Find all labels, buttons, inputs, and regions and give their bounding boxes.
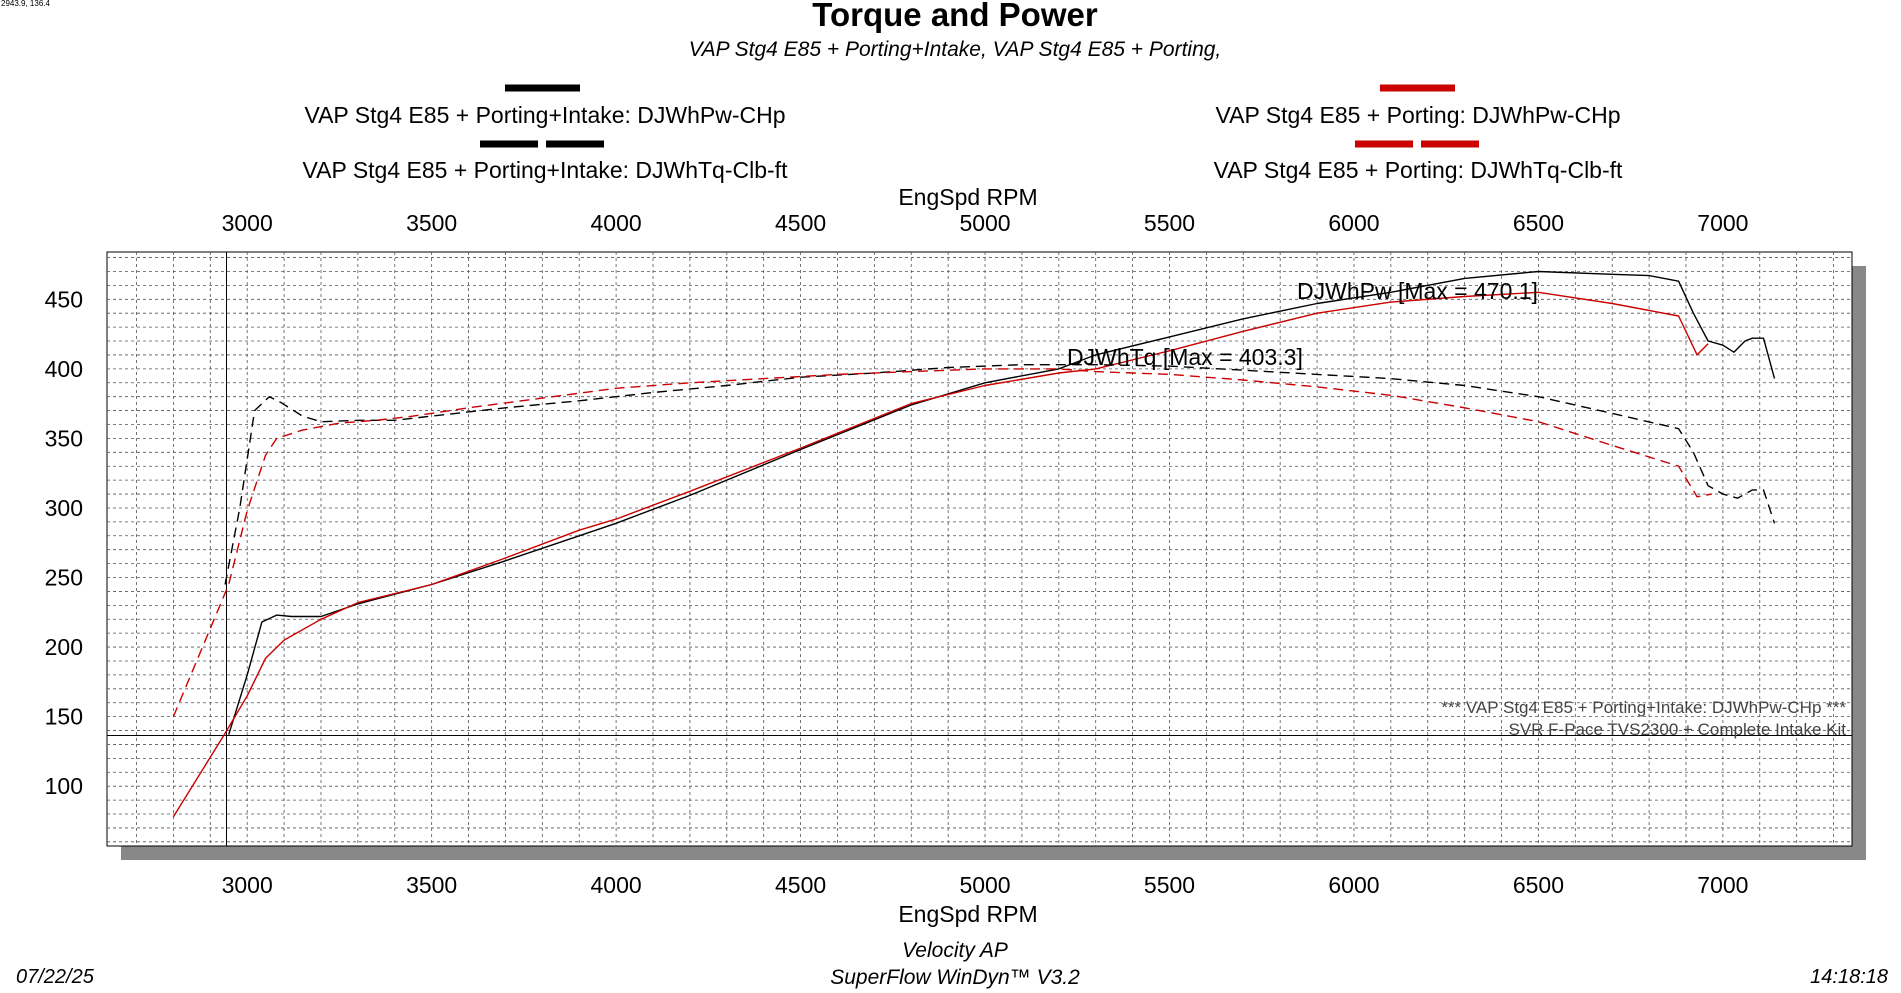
- cursor-readout: 2943.9, 136.4: [1, 0, 50, 8]
- crosshair-cursor: [107, 252, 1852, 846]
- x-tick-label-bottom: 3500: [406, 872, 457, 898]
- x-tick-label-bottom: 5000: [959, 872, 1010, 898]
- y-tick-label: 400: [45, 356, 83, 382]
- x-tick-label-top: 3500: [406, 210, 457, 236]
- legend-label-intake-torque: VAP Stg4 E85 + Porting+Intake: DJWhTq-Cl…: [303, 157, 789, 183]
- x-tick-label-bottom: 6500: [1513, 872, 1564, 898]
- x-tick-label-top: 6500: [1513, 210, 1564, 236]
- x-tick-label-top: 5000: [959, 210, 1010, 236]
- y-tick-label: 250: [45, 565, 83, 591]
- run-note-line2: SVR F-Pace TVS2300 + Complete Intake Kit: [1509, 720, 1847, 739]
- x-tick-label-bottom: 5500: [1144, 872, 1195, 898]
- grid: [107, 252, 1852, 846]
- legend-label-porting-power: VAP Stg4 E85 + Porting: DJWhPw-CHp: [1215, 102, 1620, 128]
- x-tick-label-top: 6000: [1328, 210, 1379, 236]
- chart-subtitle: VAP Stg4 E85 + Porting+Intake, VAP Stg4 …: [689, 38, 1222, 61]
- x-axis-title-top: EngSpd RPM: [898, 184, 1037, 210]
- x-tick-labels-bottom: 3000 3500 4000 4500 5000 5500 6000 6500 7000: [222, 872, 1749, 898]
- y-tick-label: 200: [45, 634, 83, 660]
- series-lines: [172, 270, 1776, 818]
- footer-company: Velocity AP: [902, 939, 1008, 962]
- x-tick-label-top: 5500: [1144, 210, 1195, 236]
- y-tick-label: 150: [45, 704, 83, 730]
- chart-title: Torque and Power: [812, 0, 1098, 33]
- x-tick-label-top: 3000: [222, 210, 273, 236]
- legend-label-porting-torque: VAP Stg4 E85 + Porting: DJWhTq-Clb-ft: [1214, 157, 1623, 183]
- run-note-line1: *** VAP Stg4 E85 + Porting+Intake: DJWhP…: [1441, 698, 1846, 717]
- legend-label-intake-power: VAP Stg4 E85 + Porting+Intake: DJWhPw-CH…: [304, 102, 785, 128]
- power-max-annotation: DJWhPw [Max = 470.1]: [1297, 278, 1538, 304]
- legend: VAP Stg4 E85 + Porting+Intake: DJWhPw-CH…: [303, 84, 1623, 183]
- x-tick-label-bottom: 7000: [1697, 872, 1748, 898]
- y-tick-labels: 100 150 200 250 300 350 400 450: [45, 286, 83, 799]
- y-tick-label: 100: [45, 773, 83, 799]
- x-tick-label-top: 7000: [1697, 210, 1748, 236]
- y-tick-label: 450: [45, 286, 83, 312]
- x-tick-label-bottom: 4000: [591, 872, 642, 898]
- footer-software: SuperFlow WinDyn™ V3.2: [830, 966, 1080, 989]
- x-tick-labels-top: 3000 3500 4000 4500 5000 5500 6000 6500 7000: [222, 210, 1749, 236]
- x-tick-label-bottom: 4500: [775, 872, 826, 898]
- y-tick-label: 300: [45, 495, 83, 521]
- x-tick-label-top: 4000: [591, 210, 642, 236]
- y-tick-label: 350: [45, 425, 83, 451]
- x-tick-label-top: 4500: [775, 210, 826, 236]
- series-line-3: [224, 364, 1776, 585]
- footer-time: 14:18:18: [1810, 966, 1888, 988]
- plot-area: [106, 251, 1853, 847]
- footer-date: 07/22/25: [16, 966, 95, 988]
- torque-max-annotation: DJWhTq [Max = 403.3]: [1067, 344, 1303, 370]
- series-line-2: [172, 291, 1709, 818]
- x-tick-label-bottom: 3000: [222, 872, 273, 898]
- x-tick-label-bottom: 6000: [1328, 872, 1379, 898]
- x-axis-title-bottom: EngSpd RPM: [898, 901, 1037, 927]
